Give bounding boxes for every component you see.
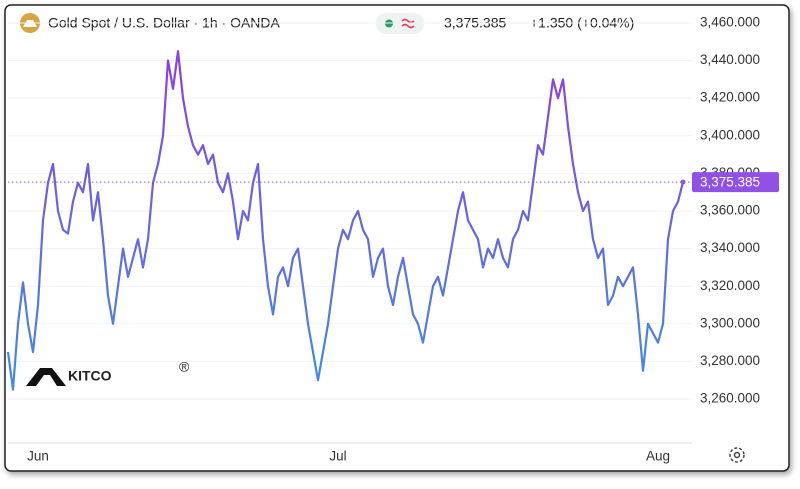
kitco-logo: KITCO ® (26, 359, 190, 386)
last-point (680, 179, 686, 185)
y-tick-label: 3,260.000 (700, 391, 760, 406)
price-tag-label: 3,375.385 (700, 175, 760, 190)
y-tick-label: 3,360.000 (700, 203, 760, 218)
y-tick-label: 3,340.000 (700, 240, 760, 255)
y-tick-label: 3,440.000 (700, 52, 760, 67)
x-tick-label: Aug (646, 449, 670, 464)
watermark-mark: ® (179, 359, 190, 375)
panel (4, 4, 790, 472)
y-tick-label: 3,460.000 (700, 15, 760, 30)
y-tick-label: 3,280.000 (700, 353, 760, 368)
watermark: KITCO (68, 368, 112, 384)
status-pill (376, 13, 424, 34)
y-tick-label: 3,420.000 (700, 90, 760, 105)
price-tag (692, 172, 779, 193)
x-tick-label: Jun (27, 449, 49, 464)
x-tick-label: Jul (329, 449, 346, 464)
y-tick-label: 3,320.000 (700, 278, 760, 293)
price-line (6, 50, 685, 391)
settings-icon[interactable] (729, 447, 745, 463)
y-tick-label: 3,300.000 (700, 315, 760, 330)
y-tick-label: 3,400.000 (700, 127, 760, 142)
